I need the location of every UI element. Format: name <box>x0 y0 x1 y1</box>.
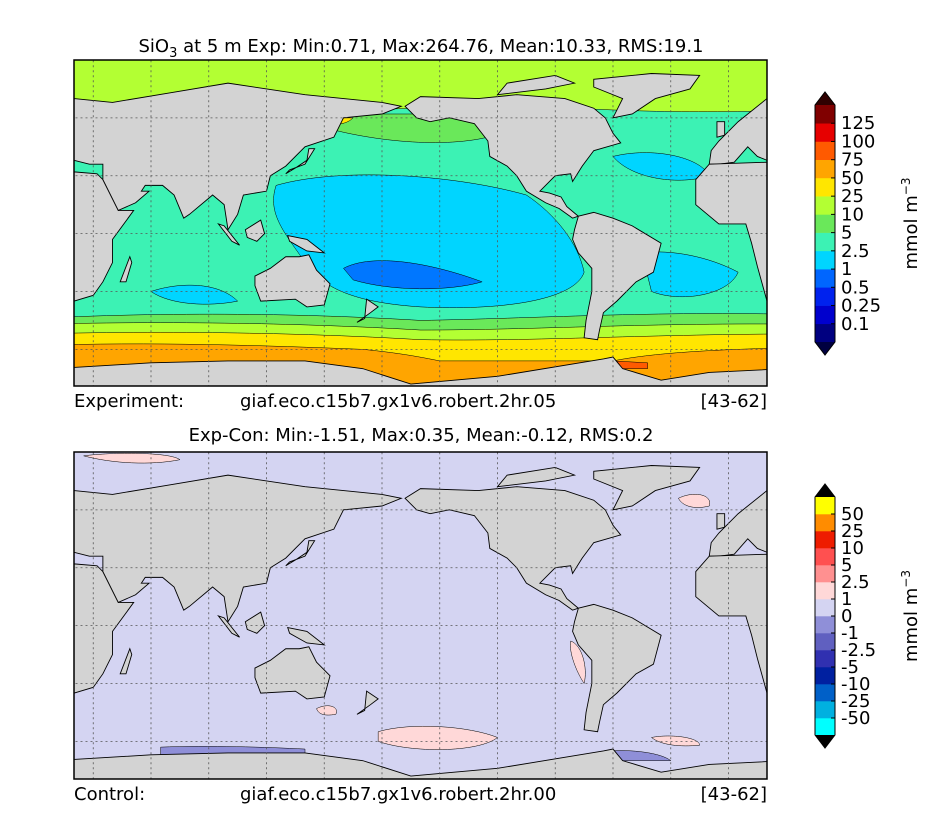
colorbar-segment <box>815 667 835 685</box>
colorbar-label: -1 <box>841 623 859 644</box>
colorbar-label: 50 <box>841 504 864 525</box>
colorbar-extend <box>815 342 835 355</box>
title-subscript: 3 <box>169 46 177 61</box>
map-frame <box>73 59 768 387</box>
field <box>84 453 180 463</box>
colorbar-label: 1 <box>841 259 852 280</box>
colorbar-segment <box>815 633 835 651</box>
colorbar-segment <box>815 599 835 617</box>
panel-title: SiO3 at 5 m Exp: Min:0.71, Max:264.76, M… <box>138 36 703 61</box>
footer-case: giaf.eco.c15b7.gx1v6.robert.2hr.05 <box>240 391 556 412</box>
colorbar-unit: mmol m−3 <box>899 570 922 662</box>
colorbar-segment <box>815 177 835 197</box>
unit-text: mmol m <box>901 588 922 662</box>
unit-exponent: −3 <box>899 177 913 195</box>
panel-title: Exp-Con: Min:-1.51, Max:0.35, Mean:-0.12… <box>189 425 654 446</box>
colorbar-label: -25 <box>841 691 870 712</box>
colorbar-label: 5 <box>841 223 852 244</box>
colorbar-segment <box>815 287 835 306</box>
colorbar-outline <box>814 91 836 356</box>
field <box>344 261 483 289</box>
colorbar-label: 0.25 <box>841 296 881 317</box>
colorbar-label: 25 <box>841 186 864 207</box>
fields <box>84 453 710 760</box>
colorbar-segment <box>815 616 835 634</box>
footer-label: Control: <box>74 784 145 805</box>
unit-text: mmol m <box>901 195 922 269</box>
field <box>652 736 700 746</box>
colorbar-segment <box>815 701 835 719</box>
colorbar-extend <box>815 484 835 497</box>
colorbar-label: 10 <box>841 538 864 559</box>
colorbar-label: 75 <box>841 150 864 171</box>
colorbar-segment <box>815 582 835 600</box>
colorbar-label: -2.5 <box>841 640 876 661</box>
colorbar-label: 1 <box>841 589 852 610</box>
colorbar-segment <box>815 250 835 270</box>
footer-years: [43-62] <box>701 784 767 805</box>
field <box>317 706 337 715</box>
colorbar-label: -5 <box>841 657 859 678</box>
colorbar-segment <box>815 650 835 668</box>
map-panel <box>74 452 767 779</box>
title-text: SiO <box>138 36 169 57</box>
colorbar-segment <box>815 323 835 343</box>
colorbar-extend <box>815 735 835 748</box>
colorbar-label: 5 <box>841 555 852 576</box>
colorbar-label: 125 <box>841 113 875 134</box>
colorbar-unit: mmol m−3 <box>899 177 922 269</box>
colorbar-label: 2.5 <box>841 572 870 593</box>
colorbar-extend <box>815 92 835 105</box>
field <box>151 285 238 304</box>
colorbar-label: 0 <box>841 606 852 627</box>
colorbar-label: 2.5 <box>841 241 870 262</box>
colorbar-segment <box>815 531 835 549</box>
field <box>642 252 738 297</box>
colorbar-segment <box>815 718 835 736</box>
footer-case: giaf.eco.c15b7.gx1v6.robert.2hr.00 <box>240 784 556 805</box>
colorbar-label: 10 <box>841 204 864 225</box>
field <box>678 494 709 507</box>
colorbar-segment <box>815 684 835 702</box>
field <box>605 750 670 760</box>
footer-years: [43-62] <box>701 391 767 412</box>
colorbar-label: 0.1 <box>841 314 870 335</box>
footer-label: Experiment: <box>74 391 184 412</box>
colorbar-label: 100 <box>841 131 875 152</box>
unit-exponent: −3 <box>899 570 913 588</box>
colorbar-label: -50 <box>841 708 870 729</box>
colorbar-segment <box>815 123 835 142</box>
map-frame <box>73 451 768 780</box>
colorbar-segment <box>815 232 835 252</box>
colorbar-segment <box>815 269 835 288</box>
colorbar-label: 0.5 <box>841 277 870 298</box>
map-panel <box>74 60 767 386</box>
colorbar-segment <box>815 141 835 160</box>
colorbar-segment <box>815 514 835 532</box>
colorbar-segment <box>815 497 835 515</box>
colorbar-segment <box>815 159 835 179</box>
colorbar-segment <box>815 548 835 566</box>
field <box>570 641 585 683</box>
colorbar-segment <box>815 565 835 583</box>
colorbar-label: 25 <box>841 521 864 542</box>
colorbar-segment <box>815 305 835 325</box>
colorbar-segment <box>815 214 835 233</box>
colorbar-outline <box>814 483 836 749</box>
colorbar-segment <box>815 196 835 215</box>
colorbar-segment <box>815 105 835 124</box>
colorbar-label: -10 <box>841 674 870 695</box>
title-text: at 5 m Exp: Min:0.71, Max:264.76, Mean:1… <box>177 36 703 57</box>
colorbar-label: 50 <box>841 168 864 189</box>
